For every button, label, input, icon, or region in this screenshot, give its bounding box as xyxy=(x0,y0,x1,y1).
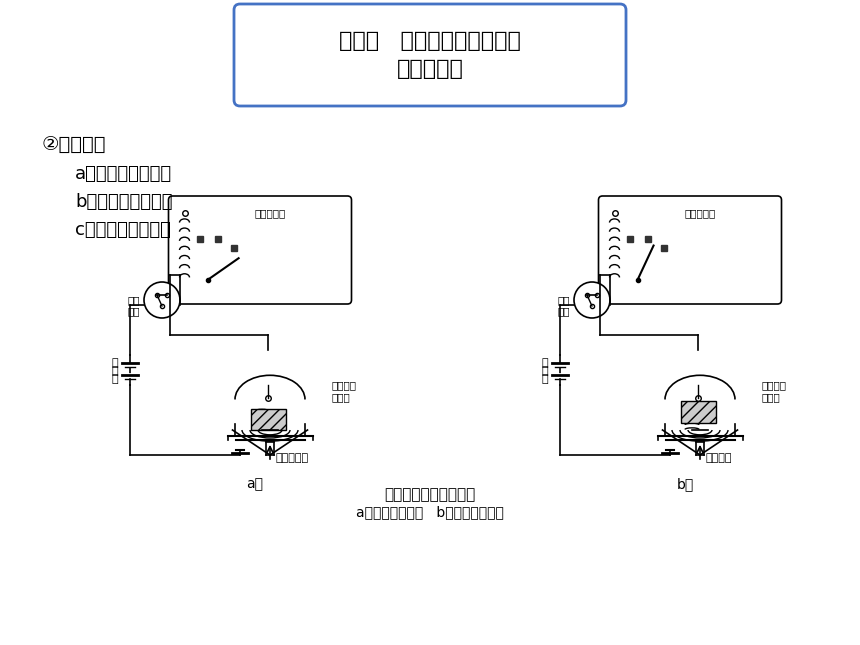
Text: 电: 电 xyxy=(542,366,548,376)
Text: a）无机油压力时   b）机油压力高时: a）无机油压力时 b）机油压力高时 xyxy=(356,505,504,519)
Text: 池: 池 xyxy=(542,374,548,384)
Text: 系统的检修: 系统的检修 xyxy=(396,59,464,79)
Text: 机油压力: 机油压力 xyxy=(332,380,357,390)
Text: 传感器: 传感器 xyxy=(762,392,781,402)
Circle shape xyxy=(144,282,180,318)
Bar xyxy=(250,409,286,430)
Text: 电: 电 xyxy=(112,366,118,376)
FancyBboxPatch shape xyxy=(234,4,626,106)
Text: 机油压力表: 机油压力表 xyxy=(255,208,286,218)
Text: b．当机油压力低时: b．当机油压力低时 xyxy=(75,193,173,211)
Text: 无机油压力: 无机油压力 xyxy=(275,453,308,463)
Text: 机油压力表: 机油压力表 xyxy=(685,208,716,218)
Bar xyxy=(680,401,716,422)
Text: ②工作情况: ②工作情况 xyxy=(42,135,107,154)
Text: 机油压力: 机油压力 xyxy=(705,453,732,463)
Text: 开关: 开关 xyxy=(127,306,140,316)
Text: 机油压力表的工作情况: 机油压力表的工作情况 xyxy=(384,487,476,502)
Text: 单元六   汽车仪表与报警信息: 单元六 汽车仪表与报警信息 xyxy=(339,31,521,51)
Text: c．当机油压力高时: c．当机油压力高时 xyxy=(75,221,171,239)
Text: b）: b） xyxy=(676,477,694,491)
Text: 点火: 点火 xyxy=(127,295,140,305)
FancyBboxPatch shape xyxy=(169,196,352,304)
FancyBboxPatch shape xyxy=(599,196,782,304)
Text: 点火: 点火 xyxy=(557,295,570,305)
Text: 蓄: 蓄 xyxy=(542,358,548,368)
Text: 池: 池 xyxy=(112,374,118,384)
Text: 蓄: 蓄 xyxy=(112,358,118,368)
Text: 传感器: 传感器 xyxy=(332,392,351,402)
Text: a）: a） xyxy=(247,477,263,491)
Text: a．当无机油压力时: a．当无机油压力时 xyxy=(75,165,172,183)
Text: 机油压力: 机油压力 xyxy=(762,380,787,390)
Circle shape xyxy=(574,282,610,318)
Text: 开关: 开关 xyxy=(557,306,570,316)
